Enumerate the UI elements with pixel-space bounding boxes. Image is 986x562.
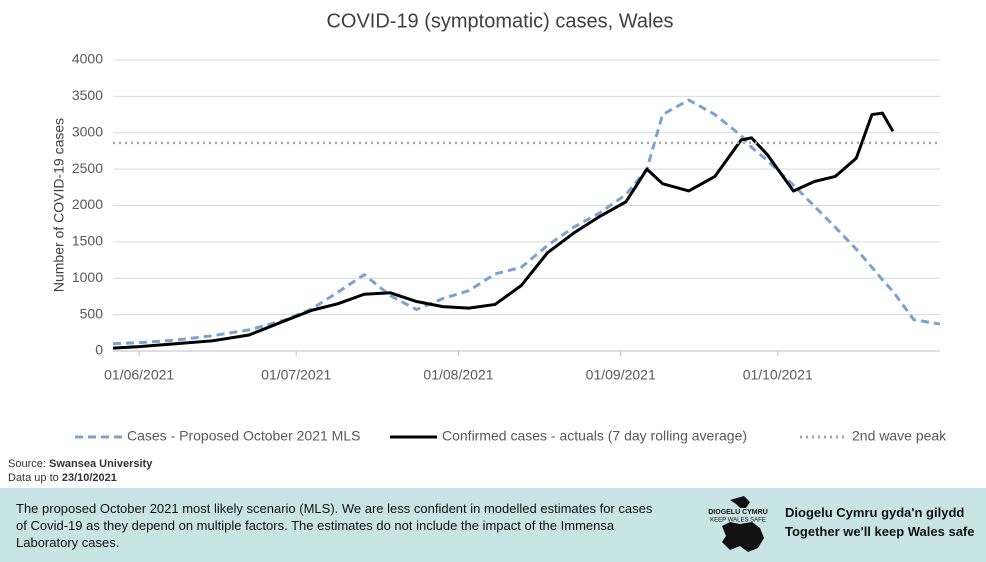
legend-label: Confirmed cases - actuals (7 day rolling… (442, 428, 747, 444)
logo-top: DIOGELU CYMRU (708, 509, 768, 516)
x-tick-label: 01/08/2021 (423, 367, 493, 383)
x-tick-label: 01/10/2021 (743, 367, 813, 383)
tagline-cy: Diogelu Cymru gyda'n gilydd (785, 505, 965, 520)
logo-bottom: KEEP WALES SAFE (710, 518, 766, 524)
logo-shape (722, 496, 764, 552)
legend-label: Cases - Proposed October 2021 MLS (127, 428, 360, 444)
y-tick-label: 3000 (72, 123, 103, 139)
x-tick-label: 01/07/2021 (261, 367, 331, 383)
chart-title: COVID-19 (symptomatic) cases, Wales (326, 10, 673, 32)
y-tick-label: 1500 (72, 233, 103, 249)
y-tick-label: 4000 (72, 51, 103, 67)
y-tick-label: 500 (80, 305, 104, 321)
y-tick-label: 2500 (72, 160, 103, 176)
source: Source: Swansea University (8, 458, 152, 470)
legend-label: 2nd wave peak (852, 428, 947, 444)
data-date-value: 23/10/2021 (61, 472, 117, 484)
line-series (112, 111, 895, 350)
y-tick-label: 1000 (72, 269, 103, 285)
source-label: Source: (8, 458, 46, 470)
y-tick-label: 3500 (72, 87, 103, 103)
logo: DIOGELU CYMRU KEEP WALES SAFE (708, 496, 768, 552)
line-series (112, 98, 941, 346)
y-tick-label: 0 (95, 342, 103, 358)
y-axis-label: Number of COVID-19 cases (51, 118, 67, 292)
chart: COVID-19 (symptomatic) cases, Wales Numb… (51, 10, 947, 444)
footer: The proposed October 2021 most likely sc… (0, 488, 986, 562)
y-tick-label: 2000 (72, 196, 103, 212)
source-value: Swansea University (48, 458, 153, 470)
data-date: Data up to 23/10/2021 (8, 472, 117, 484)
footer-note: The proposed October 2021 most likely sc… (16, 501, 653, 550)
x-tick-label: 01/09/2021 (586, 367, 656, 383)
tagline-en: Together we'll keep Wales safe (785, 524, 975, 539)
data-date-label: Data up to (8, 472, 59, 484)
x-tick-label: 01/06/2021 (104, 367, 174, 383)
